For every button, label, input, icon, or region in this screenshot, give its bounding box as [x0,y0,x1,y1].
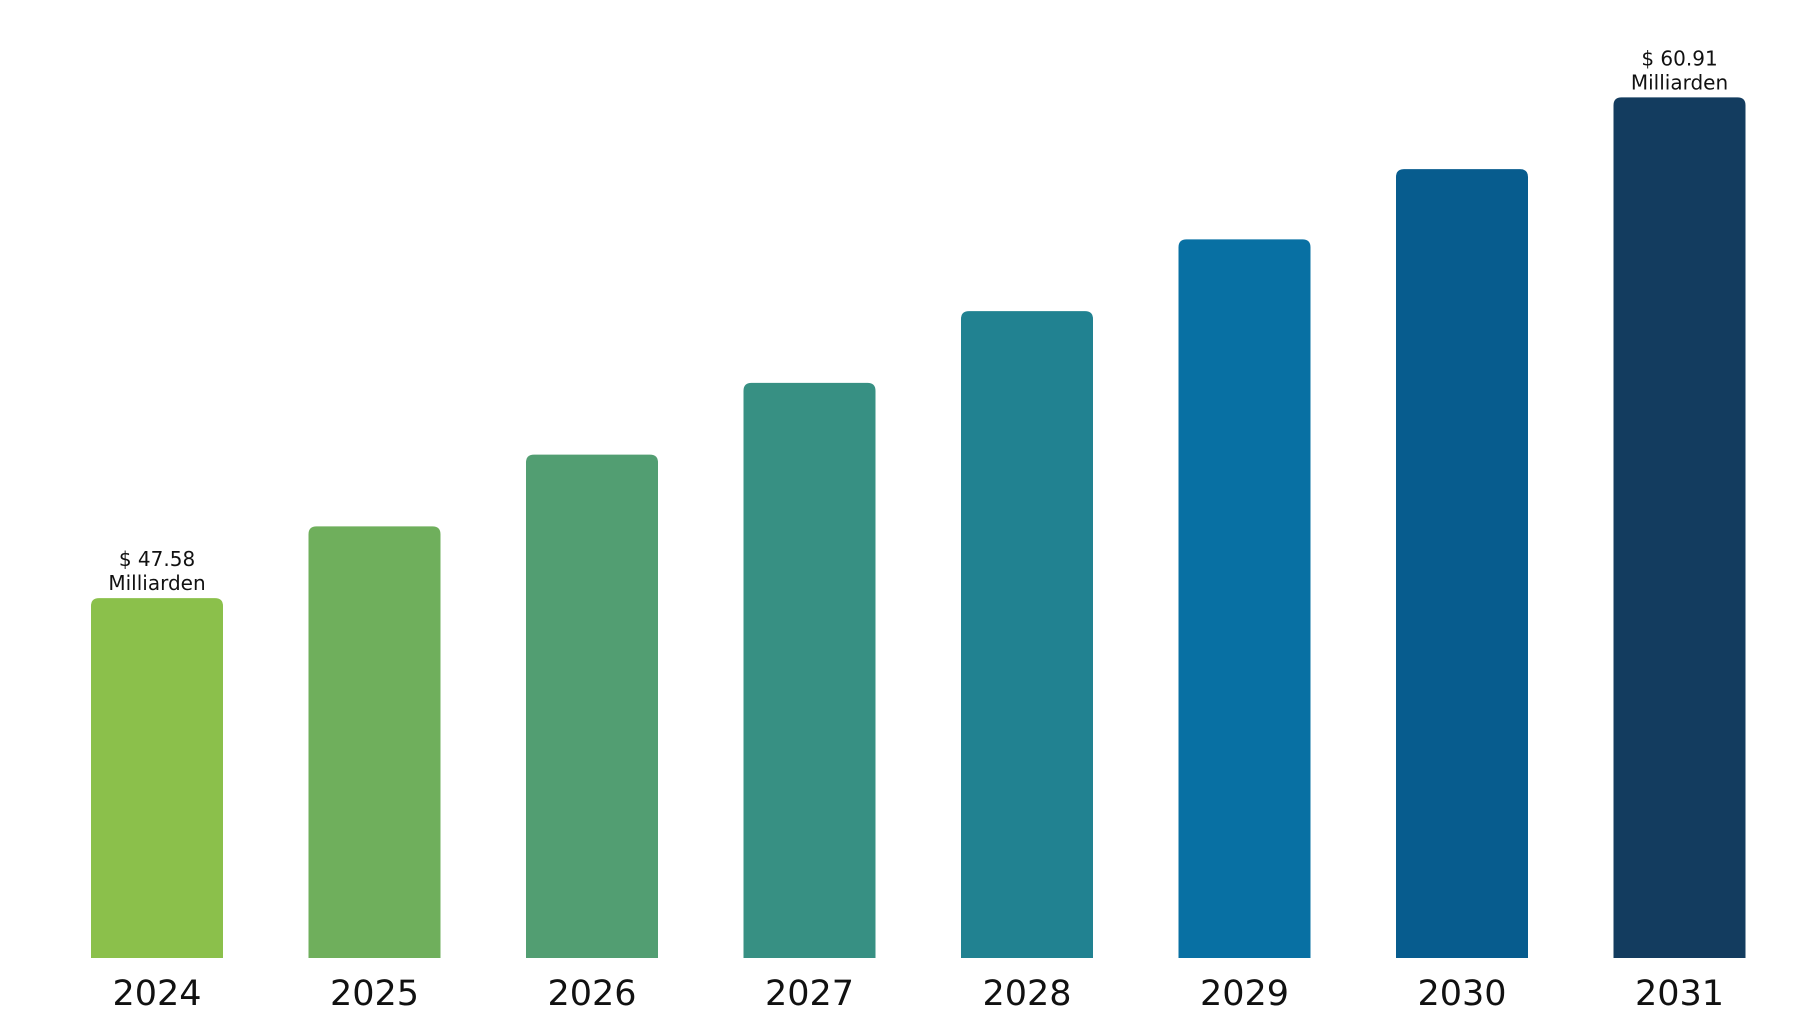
bar-2026 [526,454,658,958]
x-tick-label: 2025 [330,974,419,1014]
data-labels: $ 47.58 Milliarden$ 60.91 Milliarden [108,46,1728,595]
x-tick-label: 2030 [1417,974,1506,1014]
x-tick-label: 2027 [765,974,854,1014]
bar-2029 [1178,239,1311,959]
data-label-unit: Milliarden [1631,70,1728,94]
x-tick-label: 2028 [982,974,1071,1014]
bar-2031 [1613,97,1746,959]
data-label-value: $ 47.58 [119,547,195,571]
bar-2028 [961,311,1093,958]
x-tick-label: 2026 [547,974,636,1014]
bar-2024 [91,598,223,958]
data-label-2031: $ 60.91 Milliarden [1631,46,1728,94]
bar-2025 [308,526,441,958]
data-label-2024: $ 47.58 Milliarden [108,547,205,595]
x-axis-ticks: 2024 2025 2026 2027 2028 2029 2030 2031 [112,974,1724,1014]
bar-2030 [1396,169,1528,958]
data-label-unit: Milliarden [108,571,205,595]
x-tick-label: 2031 [1635,974,1724,1014]
bar-2027 [743,382,876,958]
data-label-value: $ 60.91 [1641,46,1717,70]
bars-group [91,97,1746,959]
x-tick-label: 2024 [112,974,201,1014]
x-tick-label: 2029 [1200,974,1289,1014]
